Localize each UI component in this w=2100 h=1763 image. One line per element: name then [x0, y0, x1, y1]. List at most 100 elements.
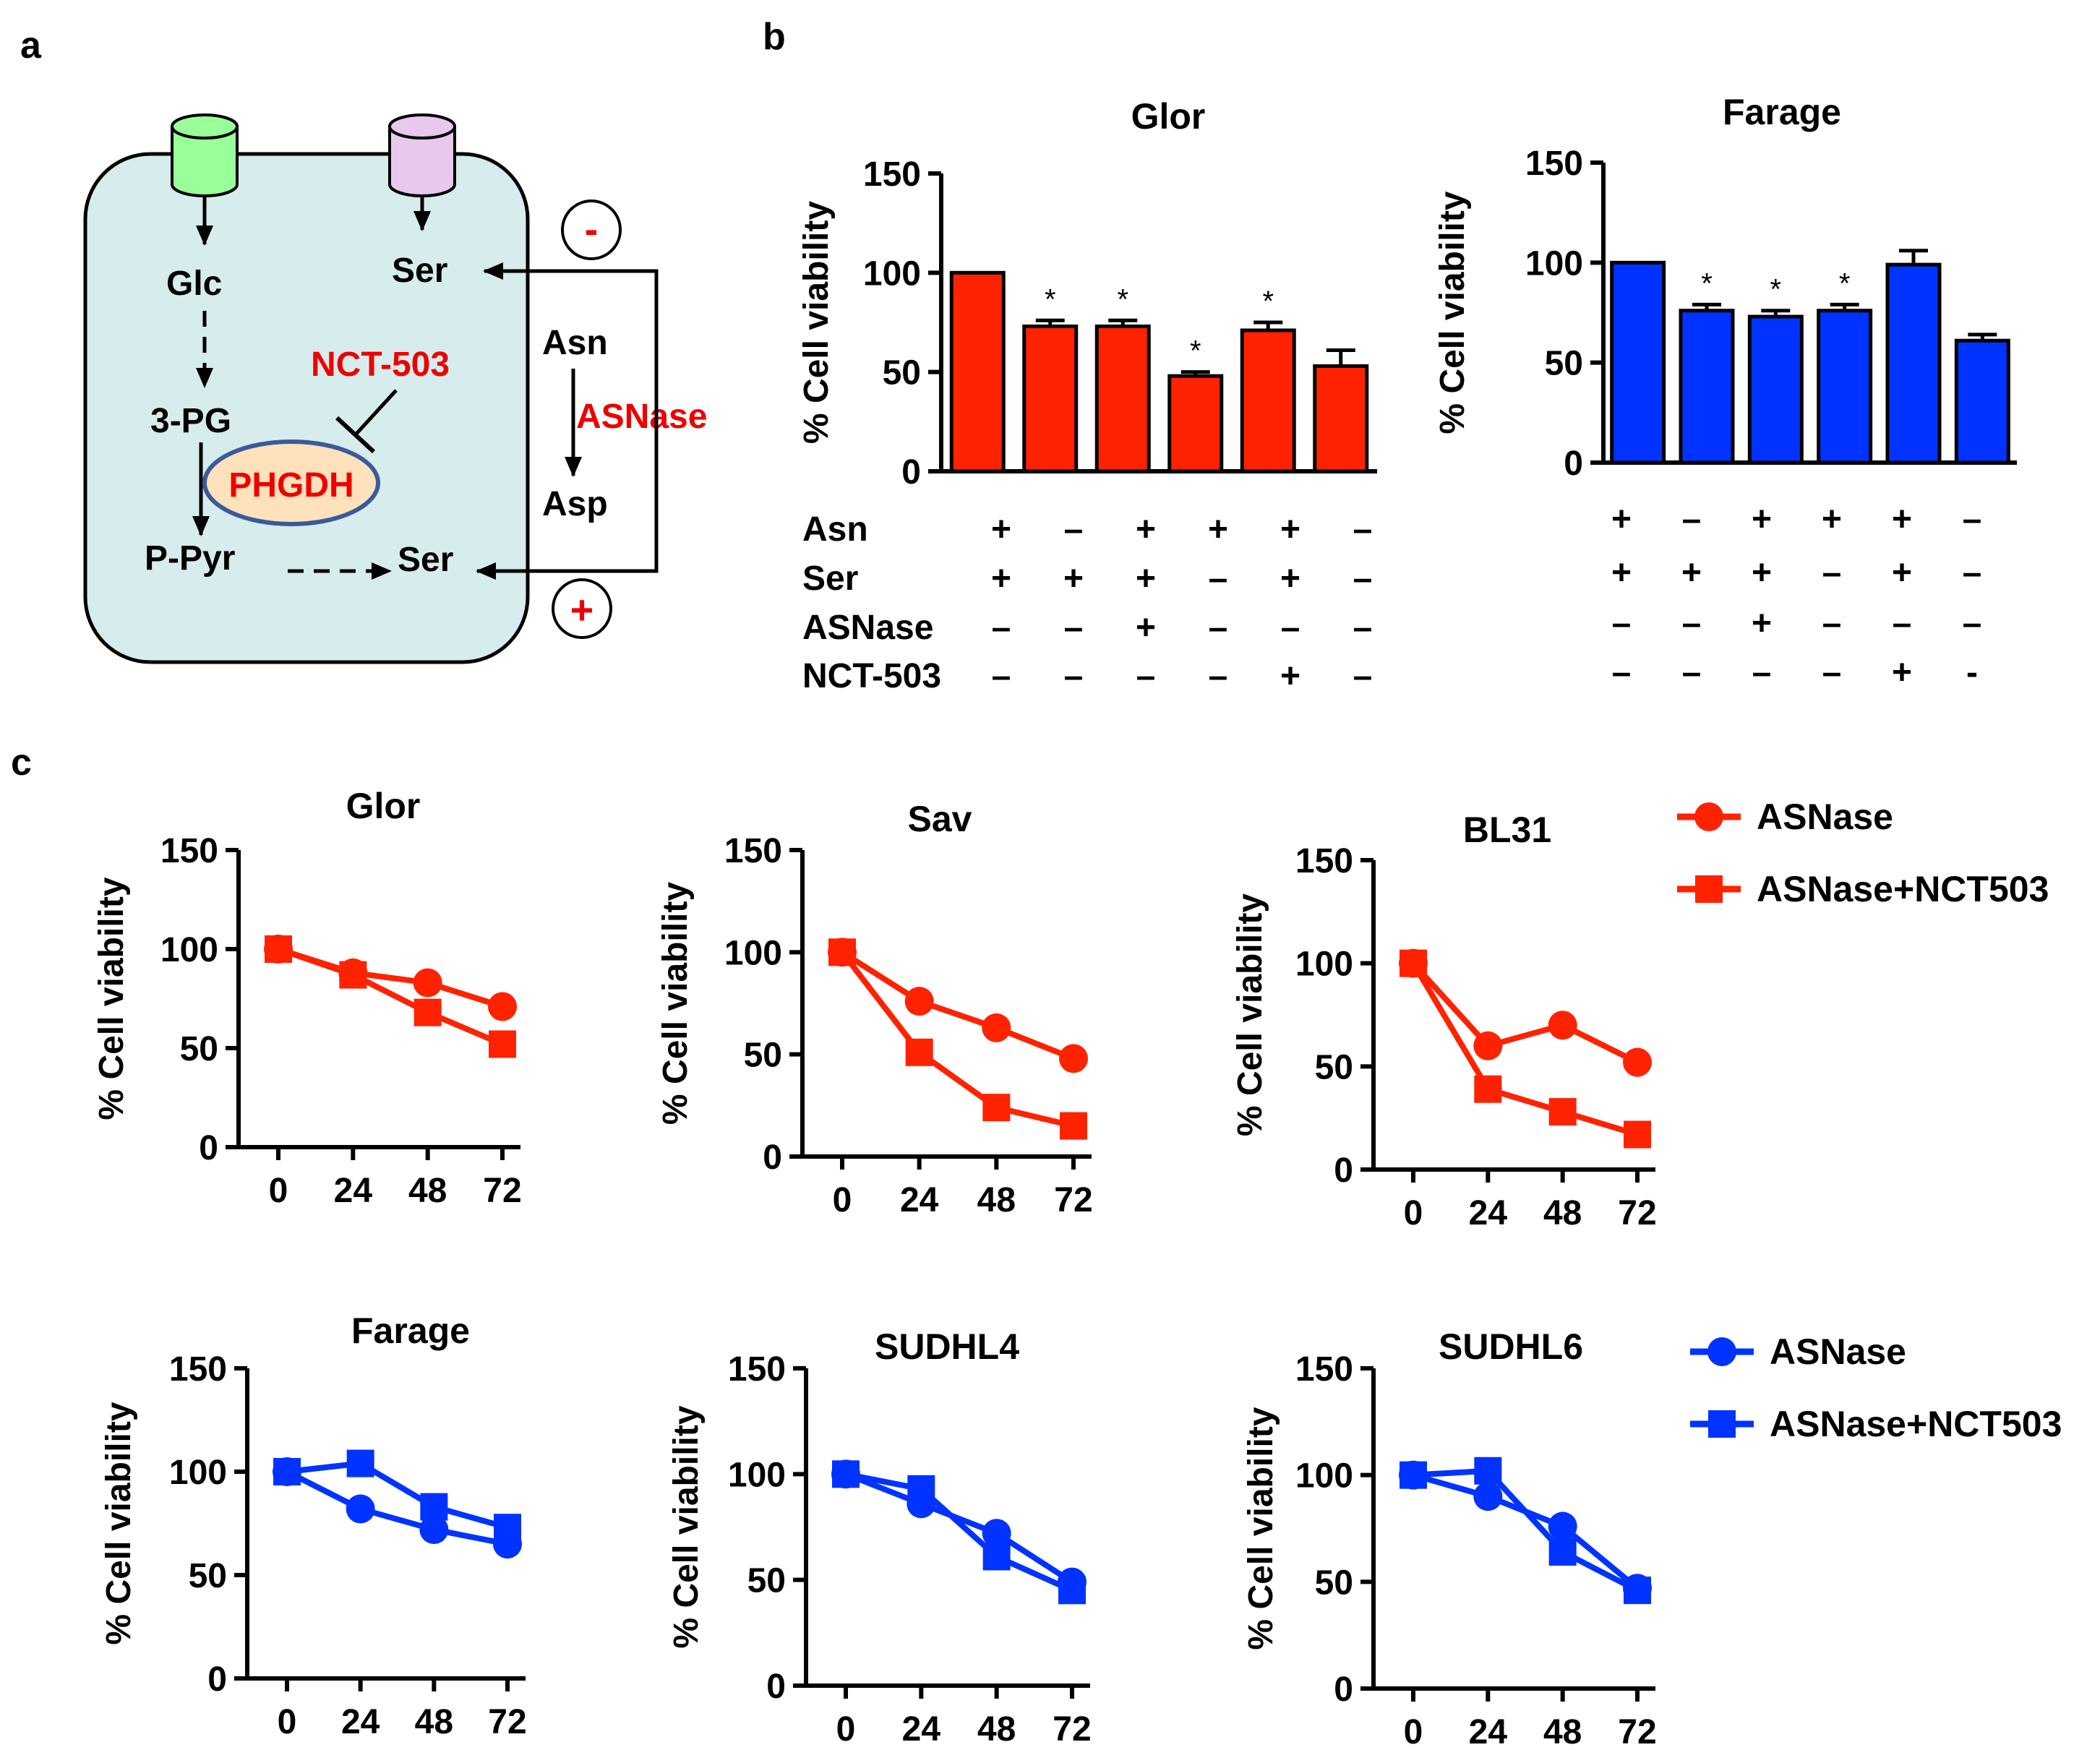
- c-sav-x-tick-label-2: 48: [977, 1181, 1016, 1219]
- b-glor-sign-0-2: +: [1136, 510, 1156, 549]
- c-sudhl4-x-tick-label-3: 72: [1053, 1710, 1091, 1749]
- b-glor-bar-4: [1240, 328, 1296, 473]
- c-farage-x-tick-label-1: 24: [341, 1703, 380, 1741]
- c-glor-y-tick-label-1: 50: [180, 1030, 218, 1068]
- pathway-diagram: Glc Ser 3-PG NCT-503 PHGDH P-Pyr Ser Asn…: [83, 113, 707, 664]
- c-bl31-y-tick-label-0: 0: [1334, 1151, 1353, 1190]
- c-sav-series-0-point-3: [1059, 1044, 1088, 1073]
- c-bl31-series-0-line: [1411, 961, 1639, 1065]
- panel-label-c: c: [11, 742, 32, 784]
- b-farage-sign-3-3: –: [1822, 653, 1842, 692]
- c-glor-series-1-point-3: [489, 1030, 516, 1058]
- b-glor-sign-1-1: +: [1063, 559, 1084, 598]
- c-glor-y-axis-label: % Cell viability: [93, 877, 131, 1120]
- c-sudhl6-x-tick-label-3: 72: [1618, 1713, 1656, 1751]
- c-sudhl4-y-tick-label-2: 100: [728, 1456, 786, 1494]
- b-farage-sig-1: *: [1701, 267, 1713, 299]
- b-farage-sign-3-0: –: [1612, 653, 1632, 692]
- b-farage-bar-0: [1610, 260, 1666, 465]
- c-sudhl6-y-tick-label-1: 50: [1315, 1563, 1353, 1602]
- c-farage-series-1-line: [286, 1460, 509, 1531]
- c-farage-series-0-point-2: [419, 1515, 449, 1545]
- c-bl31-x-tick-label-2: 48: [1543, 1194, 1582, 1232]
- c-bl31-y-axis-label: % Cell viability: [1231, 893, 1269, 1136]
- c-sudhl6-series-1-line: [1413, 1467, 1639, 1593]
- b-farage-sign-3-1: –: [1682, 653, 1702, 692]
- asp-label: Asp: [542, 485, 608, 523]
- b-farage-sign-3-5: -: [1966, 653, 1978, 692]
- b-farage-sign-1-0: +: [1611, 554, 1632, 592]
- c-sudhl6-y-tick-label-3: 150: [1295, 1350, 1353, 1389]
- b-farage-sign-1-4: +: [1892, 554, 1912, 592]
- c-sudhl4-series-1-point-3: [1058, 1577, 1086, 1605]
- b-glor-sign-2-4: –: [1281, 609, 1300, 647]
- glc-label: Glc: [166, 265, 222, 303]
- plus-symbol: [552, 578, 612, 639]
- b-glor-sign-3-5: –: [1353, 657, 1373, 695]
- c-glor-y-tick-label-3: 150: [160, 832, 218, 870]
- b-farage-sign-1-1: +: [1681, 554, 1702, 592]
- c-sudhl4-x-tick-label-1: 24: [902, 1710, 941, 1749]
- c-glor-chart: Glor 0 50 100 150 % Cell viability 0 24 48 72: [93, 786, 522, 1210]
- b-glor-chart: Glor 0 50 100 150 % Cell viability * * * * Asn + – + +…: [797, 96, 1377, 695]
- b-farage-sign-0-3: +: [1822, 500, 1842, 539]
- legend-1-marker-1: [1708, 1410, 1736, 1438]
- b-farage-sign-3-2: –: [1752, 653, 1772, 692]
- b-glor-sign-1-5: –: [1353, 559, 1373, 598]
- c-sudhl4-x-tick-label-0: 0: [836, 1710, 856, 1749]
- b-glor-sig-2: *: [1117, 283, 1128, 315]
- c-sav-series-1-point-3: [1060, 1112, 1087, 1140]
- c-sudhl4-y-tick-label-1: 50: [747, 1562, 786, 1600]
- b-glor-y-tick-label-2: 100: [863, 254, 921, 293]
- c-sav-series-0-line: [840, 949, 1075, 1062]
- c-glor-series-1-line: [277, 946, 504, 1047]
- glucose-transporter-icon: [171, 113, 239, 197]
- b-glor-sign-1-4: +: [1280, 559, 1300, 598]
- b-farage-bar-3: [1817, 309, 1873, 465]
- c-farage-series-0-line: [286, 1469, 508, 1548]
- b-farage-sign-1-5: –: [1963, 554, 1982, 592]
- asnase-diagram-label: ASNase: [576, 398, 707, 436]
- c-sav-y-tick-label-2: 100: [724, 934, 782, 972]
- b-glor-sign-1-2: +: [1136, 559, 1156, 598]
- c-sav-y-axis-label: % Cell viability: [656, 882, 695, 1125]
- b-glor-sign-2-1: –: [1064, 609, 1084, 647]
- b-glor-sign-0-1: –: [1064, 510, 1084, 549]
- c-bl31-y-tick-label-2: 100: [1295, 945, 1353, 984]
- c-sudhl4-series-1-point-2: [982, 1543, 1011, 1571]
- b-glor-sign-2-5: –: [1353, 609, 1373, 647]
- b-glor-sign-1-0: +: [991, 559, 1011, 598]
- c-sudhl4-series-1-point-1: [907, 1475, 935, 1503]
- b-glor-condition-label-0: Asn: [802, 510, 868, 549]
- serine-transporter-icon: [388, 113, 456, 197]
- b-farage-sig-2: *: [1770, 274, 1782, 306]
- b-glor-title: Glor: [1131, 96, 1206, 137]
- minus-sign: -: [585, 206, 599, 252]
- c-glor-series-0-point-2: [413, 968, 442, 998]
- b-glor-sign-2-2: +: [1136, 609, 1156, 647]
- c-farage-y-axis-label: % Cell viability: [100, 1402, 138, 1644]
- c-sudhl4-series-0-line: [844, 1471, 1074, 1584]
- c-bl31-y-tick-label-1: 50: [1315, 1048, 1353, 1086]
- b-farage-y-tick-label-2: 100: [1525, 244, 1583, 283]
- c-sav-x-tick-label-3: 72: [1054, 1181, 1092, 1219]
- c-sudhl6-y-tick-label-0: 0: [1334, 1670, 1353, 1709]
- b-farage-sign-1-2: +: [1752, 554, 1772, 592]
- c-sav-series-1-line: [839, 950, 1074, 1129]
- b-glor-y-axis-label: % Cell viability: [797, 201, 836, 444]
- b-farage-sign-2-4: –: [1893, 604, 1912, 643]
- b-farage-y-tick-label-3: 150: [1525, 145, 1583, 183]
- c-sudhl6-series-1-point-1: [1474, 1457, 1502, 1485]
- b-glor-bar-5: [1313, 364, 1369, 473]
- c-sudhl4-series-0-point-2: [982, 1519, 1011, 1548]
- c-sudhl4-series-1-line: [845, 1471, 1073, 1593]
- c-bl31-series-1-point-1: [1474, 1075, 1502, 1103]
- b-farage-bar-4: [1885, 262, 1942, 465]
- legend-0-label-0: ASNase: [1757, 797, 1893, 837]
- c-bl31-series-1-point-0: [1400, 949, 1427, 977]
- b-farage-chart: Farage 0 50 100 150 % Cell viability * * * + – + + + –…: [1433, 92, 2017, 692]
- b-farage-y-tick-label-1: 50: [1545, 345, 1583, 383]
- c-sudhl6-y-tick-label-2: 100: [1295, 1457, 1353, 1496]
- c-bl31-y-tick-label-3: 150: [1295, 842, 1353, 880]
- b-farage-sign-0-5: –: [1963, 500, 1982, 539]
